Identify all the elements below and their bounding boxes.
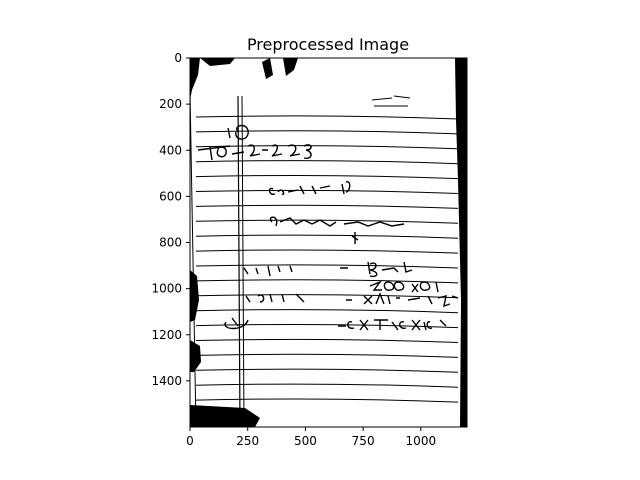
y-axis: 0 200 400 600 800 1000 1200 1400	[151, 51, 190, 388]
handwriting-stroke	[245, 293, 305, 303]
page-stain-top	[262, 58, 273, 79]
ruled-line	[195, 309, 459, 314]
ruled-line	[195, 189, 459, 194]
handwriting-stroke	[346, 292, 459, 308]
left-page-border	[189, 91, 197, 428]
y-tick-label: 1400	[151, 374, 182, 388]
margin-line-2	[241, 95, 245, 428]
page-edge-right	[455, 58, 467, 427]
page-edge-topleft	[190, 58, 200, 100]
x-tick-label: 750	[352, 434, 375, 448]
handwriting-stroke	[197, 145, 231, 151]
x-tick-label: 0	[186, 434, 194, 448]
handwriting-stroke	[338, 319, 447, 331]
ruled-line	[195, 294, 459, 299]
handwriting-stroke	[216, 146, 227, 158]
ruled-line	[195, 234, 459, 239]
ruled-line	[195, 398, 459, 403]
ruled-line	[195, 145, 459, 150]
handwriting-stroke	[224, 317, 249, 330]
image-plot-area	[189, 58, 467, 428]
margin-line	[237, 95, 241, 428]
ruled-line	[195, 130, 459, 135]
ruled-line	[195, 264, 459, 269]
page-stain-top-right	[283, 58, 298, 76]
ruled-line	[195, 219, 459, 224]
page-paper	[190, 58, 467, 427]
page-edge-left-blob-lower	[190, 340, 201, 372]
y-tick-label: 200	[159, 97, 182, 111]
ruled-line	[195, 204, 459, 209]
chart-title: Preprocessed Image	[247, 35, 409, 54]
x-tick-label: 500	[294, 434, 317, 448]
ruled-line	[195, 338, 459, 343]
handwriting-stroke	[269, 216, 405, 227]
ruled-line	[195, 353, 459, 358]
y-tick-label: 600	[159, 189, 182, 203]
y-tick-label: 0	[174, 51, 182, 65]
handwriting-stroke	[268, 181, 351, 195]
ruled-line	[195, 383, 459, 388]
y-tick-label: 400	[159, 143, 182, 157]
x-axis: 0 250 500 750 1000	[186, 427, 436, 448]
page-edge-left-blob	[190, 270, 199, 322]
ruled-line	[195, 249, 459, 254]
ruled-lines	[195, 115, 459, 403]
handwriting-stroke	[340, 261, 413, 278]
handwriting-stroke	[287, 144, 312, 160]
y-tick-label: 1000	[151, 282, 182, 296]
y-tick-label: 800	[159, 236, 182, 250]
handwriting-stroke	[209, 146, 213, 161]
handwriting-stroke	[371, 95, 411, 107]
x-tick-label: 250	[236, 434, 259, 448]
page-stain-top-band	[200, 58, 235, 66]
ruled-line	[195, 160, 459, 165]
y-tick-label: 1200	[151, 328, 182, 342]
handwriting-stroke	[243, 265, 293, 277]
handwriting-stroke	[227, 127, 231, 139]
handwriting	[197, 95, 459, 331]
page-edge-bottom	[190, 405, 260, 427]
handwriting-stroke	[231, 144, 283, 157]
x-tick-label: 1000	[406, 434, 437, 448]
handwriting-stroke	[369, 280, 439, 293]
handwriting-stroke	[351, 232, 359, 244]
ruled-line	[195, 368, 459, 373]
handwriting-stroke	[235, 124, 249, 140]
ruled-line	[195, 115, 459, 120]
ruled-line	[195, 174, 459, 180]
